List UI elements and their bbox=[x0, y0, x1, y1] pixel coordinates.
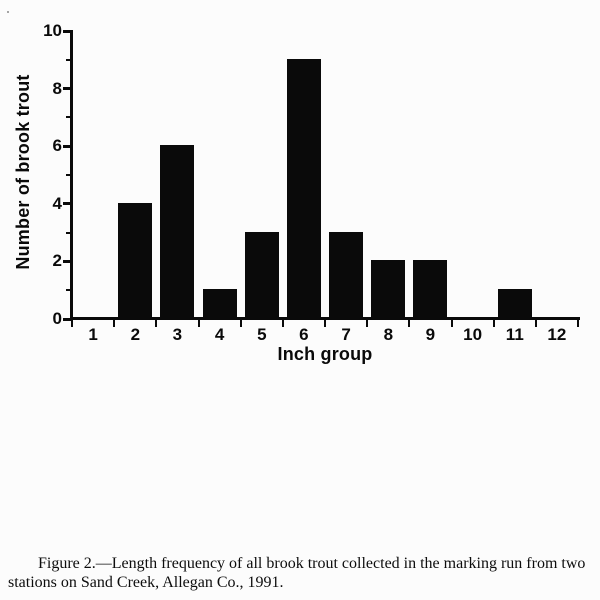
x-tick bbox=[71, 320, 73, 327]
y-minor-tick bbox=[66, 174, 71, 176]
scan-noise-speck bbox=[7, 11, 9, 13]
figure-caption: Figure 2.—Length frequency of all brook … bbox=[8, 554, 586, 592]
x-tick-label: 9 bbox=[425, 325, 436, 344]
caption-line-2: stations on Sand Creek, Allegan Co., 199… bbox=[8, 574, 284, 591]
bar bbox=[413, 260, 448, 318]
x-tick bbox=[450, 320, 453, 327]
y-major-tick bbox=[63, 144, 71, 148]
x-tick-label: 5 bbox=[257, 325, 267, 344]
x-tick bbox=[366, 320, 369, 327]
y-major-tick bbox=[63, 317, 71, 321]
x-tick-label: 10 bbox=[463, 325, 483, 344]
x-tick bbox=[534, 320, 537, 327]
x-tick-label: 7 bbox=[341, 325, 351, 344]
y-tick-label: 6 bbox=[52, 136, 62, 156]
y-major-tick bbox=[63, 87, 71, 91]
x-tick-label: 4 bbox=[214, 325, 225, 344]
x-tick-label: 11 bbox=[505, 325, 524, 344]
y-minor-tick bbox=[66, 58, 71, 61]
x-tick-label: 2 bbox=[130, 325, 141, 344]
y-tick-label: 0 bbox=[52, 309, 62, 328]
y-minor-tick bbox=[66, 231, 71, 234]
y-axis-line bbox=[70, 30, 73, 320]
y-major-tick bbox=[63, 259, 71, 263]
x-tick bbox=[408, 320, 411, 327]
y-minor-tick bbox=[66, 289, 71, 292]
y-tick-label: 2 bbox=[52, 251, 62, 271]
bar bbox=[118, 202, 153, 318]
bar bbox=[244, 231, 279, 318]
x-axis-line bbox=[70, 317, 580, 320]
x-axis-title: Inch group bbox=[277, 344, 373, 364]
x-tick bbox=[492, 320, 495, 327]
bar bbox=[202, 289, 237, 318]
bar bbox=[286, 58, 321, 318]
bar bbox=[497, 289, 532, 318]
x-tick bbox=[197, 320, 200, 327]
x-tick bbox=[155, 320, 158, 327]
x-tick bbox=[324, 320, 326, 327]
bar bbox=[371, 260, 406, 318]
bar bbox=[160, 145, 195, 318]
x-tick-label: 3 bbox=[172, 325, 183, 344]
x-tick bbox=[281, 320, 284, 327]
y-major-tick bbox=[63, 29, 71, 33]
y-minor-tick bbox=[66, 116, 71, 119]
caption-line-1: Figure 2.—Length frequency of all brook … bbox=[38, 555, 586, 572]
x-tick-label: 6 bbox=[299, 325, 309, 344]
y-tick-label: 10 bbox=[43, 21, 62, 40]
x-tick-label: 12 bbox=[547, 325, 567, 344]
bar bbox=[329, 231, 364, 318]
x-tick bbox=[113, 320, 116, 327]
x-tick-label: 8 bbox=[383, 325, 394, 344]
y-major-tick bbox=[63, 202, 71, 206]
y-tick-label: 8 bbox=[52, 78, 62, 98]
x-tick bbox=[239, 320, 242, 327]
x-tick-label: 1 bbox=[88, 325, 98, 344]
y-tick-label: 4 bbox=[52, 193, 62, 213]
x-tick bbox=[577, 320, 579, 327]
